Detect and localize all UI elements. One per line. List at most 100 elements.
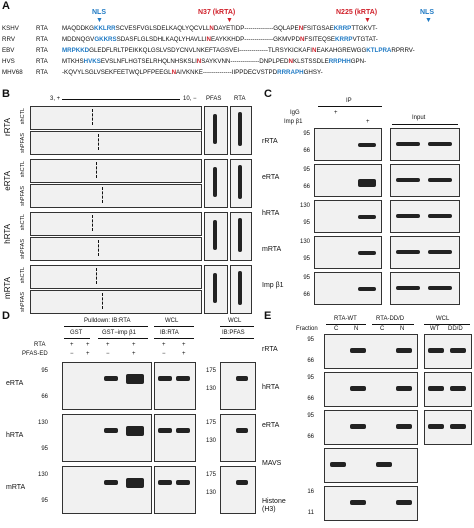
input-band bbox=[428, 250, 452, 254]
wcl-rta-band bbox=[158, 376, 172, 381]
row-label: eRTA bbox=[6, 380, 24, 387]
fraction-label: Fraction bbox=[296, 326, 318, 332]
gradient-arrow bbox=[62, 99, 180, 100]
frac-n2: N bbox=[400, 326, 405, 332]
gradient-band bbox=[92, 109, 95, 125]
rta-sign: + bbox=[86, 342, 90, 348]
pfas-band bbox=[213, 167, 217, 197]
input-band bbox=[396, 142, 420, 146]
gradient-right-label: 10, − bbox=[183, 96, 197, 102]
gradient-band bbox=[96, 162, 99, 178]
panel-a-label: A bbox=[2, 0, 10, 12]
row-label: hRTA bbox=[262, 384, 280, 391]
seq-segment: VTGTAT- bbox=[352, 36, 378, 43]
panel-d-signs: + + + + + + − + − + − + bbox=[0, 342, 260, 360]
tick-low: 66 bbox=[303, 148, 310, 154]
tick-low: 66 bbox=[41, 394, 48, 400]
input-underline bbox=[392, 124, 458, 125]
virus-name: HVS bbox=[2, 58, 15, 65]
row-label: rRTA bbox=[262, 346, 278, 353]
ip-header: IP bbox=[346, 98, 352, 104]
frac-wt: WT bbox=[430, 326, 440, 332]
panel-c-blots: rRTA 95 66 eRTA 95 66 hRTA 130 95 mRTA 130 95 Imp β1… bbox=[262, 128, 472, 308]
nls-left-arrow-icon: ▼ bbox=[96, 17, 103, 24]
group-label: rRTA bbox=[3, 118, 12, 136]
input-band bbox=[428, 286, 452, 290]
gstimp-underline bbox=[98, 338, 148, 339]
protein-name: RTA bbox=[36, 58, 48, 65]
seq-segment: EAKAHGREWGG bbox=[316, 47, 367, 54]
wcl-pfas-band bbox=[236, 480, 248, 485]
seq-segment: TLRSYKICKAFI bbox=[267, 47, 312, 54]
wcl-header-1: WCL bbox=[165, 318, 179, 324]
pulldown-header: Pulldown: IB:RTA bbox=[84, 318, 131, 324]
fraction-band bbox=[350, 348, 366, 353]
tick-high: 95 bbox=[41, 368, 48, 374]
lane-label: shPFAS bbox=[20, 239, 26, 259]
seq-segment: DNPLPED bbox=[259, 58, 289, 65]
protein-name: RTA bbox=[36, 47, 48, 54]
seq-segment: SAYKVNN bbox=[201, 58, 231, 65]
pulldown-band bbox=[126, 426, 144, 436]
n-residue: N bbox=[298, 25, 304, 32]
n-residue: N bbox=[288, 58, 293, 65]
pulldown-band bbox=[104, 376, 118, 381]
wcl-rta-band bbox=[176, 376, 190, 381]
gradient-left-label: 3, + bbox=[50, 96, 61, 102]
input-band bbox=[428, 142, 452, 146]
ibrta-underline bbox=[154, 338, 194, 339]
wcl-band bbox=[450, 386, 466, 391]
tick-high: 16 bbox=[307, 489, 314, 495]
alignment-row: MHV68 RTA -KQVYLSGLVSEKFEETWQLPFPEEGLNAIVK… bbox=[2, 69, 323, 76]
fraction-band bbox=[350, 386, 366, 391]
seq-segment: -KQVYLSGLVSEKFEETWQLPFPEEGL bbox=[62, 69, 172, 76]
gst-imp-label: GST−imp β1 bbox=[102, 330, 136, 336]
row-label: eRTA bbox=[262, 174, 280, 181]
gradient-blot bbox=[30, 131, 202, 155]
nls-motif: KRRP bbox=[335, 36, 353, 43]
row-label: eRTA bbox=[262, 422, 280, 429]
rta-dd-underline bbox=[372, 324, 414, 325]
igg-label: IgG bbox=[290, 110, 300, 116]
alignment-row: KSHV RTA MAQDDKGKKLRRSCVESFVGLSDELKAQLYQCV… bbox=[2, 25, 377, 32]
lane-label: shCTL bbox=[20, 214, 26, 231]
seq-segment: EVSLNFLHGTSELRHQLNHSKSLI bbox=[100, 58, 197, 65]
seq-segment: MDDNQGV bbox=[62, 36, 95, 43]
panel-b-label: B bbox=[2, 88, 10, 100]
ip-blot bbox=[314, 236, 382, 269]
gst-underline bbox=[64, 338, 90, 339]
rta-sign: + bbox=[162, 342, 166, 348]
rta-sign: + bbox=[70, 342, 74, 348]
input-band bbox=[396, 250, 420, 254]
wcl-e-header: WCL bbox=[436, 316, 450, 322]
seq-segment: FSITGSAE bbox=[303, 25, 334, 32]
row-label: hRTA bbox=[262, 210, 280, 217]
tick-low: 66 bbox=[303, 184, 310, 190]
wcl-pfas-blot bbox=[220, 414, 256, 462]
wcl-band bbox=[428, 386, 444, 391]
imp-label: Imp β1 bbox=[284, 119, 303, 125]
seq-segment: SDASFLGLSDHLKAQLYHAVLLI bbox=[116, 36, 207, 43]
tick2-high: 175 bbox=[205, 420, 216, 426]
row-label: hRTA bbox=[6, 432, 24, 439]
nls-right-label: NLS bbox=[420, 9, 434, 16]
seq-segment: VLNKEFTAGSVEI bbox=[188, 47, 240, 54]
wcl1-underline bbox=[154, 326, 194, 327]
tick-high: 95 bbox=[303, 275, 310, 281]
gradient-blot bbox=[30, 265, 202, 289]
gradient-band bbox=[96, 268, 99, 284]
fraction-band bbox=[396, 348, 412, 353]
row-label: Imp β1 bbox=[262, 282, 284, 289]
n-residue: N bbox=[206, 36, 212, 43]
frac-c1: C bbox=[334, 326, 339, 332]
gradient-band bbox=[98, 240, 101, 256]
gradient-band bbox=[92, 215, 95, 231]
nls-motif: KKLRR bbox=[93, 25, 116, 32]
nls-motif: GKKRS bbox=[94, 36, 117, 43]
tick-high: 95 bbox=[307, 413, 314, 419]
tick-low: 66 bbox=[303, 292, 310, 298]
input-band bbox=[428, 178, 452, 182]
panel-e-blots: rRTA 95 66 hRTA 95 66 eRTA 95 66 MAVS Histone (H3)… bbox=[262, 334, 474, 528]
group-label: eRTA bbox=[3, 171, 12, 191]
tick-low: 95 bbox=[41, 446, 48, 452]
